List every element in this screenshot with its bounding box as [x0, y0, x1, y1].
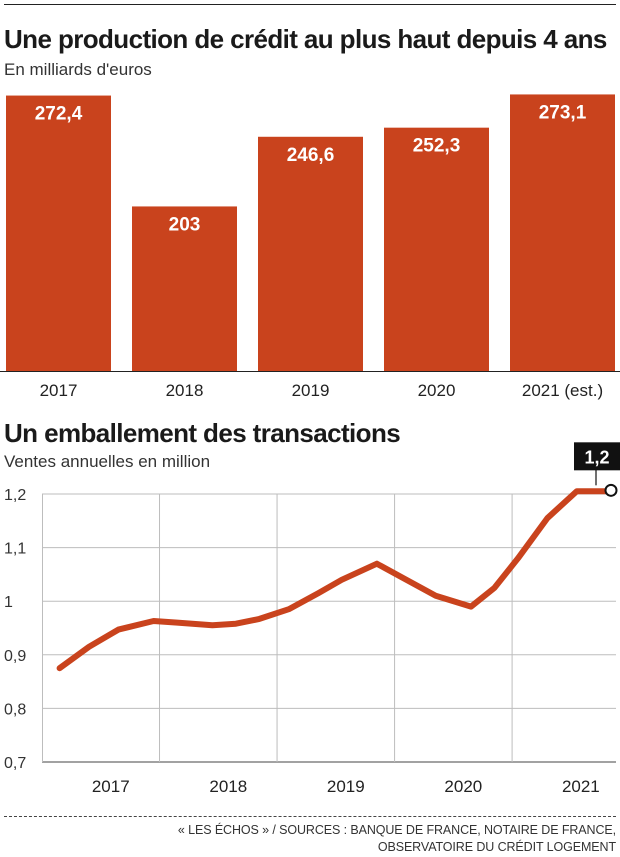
bar-category-label: 2019	[292, 381, 330, 400]
bar-category-label: 2021 (est.)	[522, 381, 603, 400]
bar-value-label: 203	[169, 214, 201, 235]
x-tick-label: 2020	[444, 777, 482, 796]
bar-value-label: 252,3	[413, 136, 461, 157]
bar-2019	[258, 136, 363, 371]
bar-value-label: 273,1	[539, 102, 587, 123]
y-tick-label: 1	[4, 594, 13, 611]
bar-2020	[384, 127, 489, 372]
line-chart: 0,7 0,8 0,9 1 1,1 1,2 2017 2018 2019 2020 2021 1,2	[4, 442, 620, 796]
y-tick-label: 0,8	[4, 701, 26, 718]
x-tick-label: 2017	[92, 777, 130, 796]
bar-2021 (est.)	[510, 94, 615, 371]
bar-category-label: 2017	[40, 381, 78, 400]
line-chart-title: Un emballement des transactions	[4, 418, 401, 448]
bar-value-label: 272,4	[35, 104, 83, 125]
bar-2017	[6, 95, 111, 371]
bar-chart: 272,4 2017 203 2018 246,6 2019 252,3 2020 273,1 2…	[0, 94, 620, 400]
y-tick-label: 1,2	[4, 487, 26, 504]
bar-chart-subtitle: En milliards d'euros	[4, 60, 152, 79]
bar-category-label: 2020	[418, 381, 456, 400]
top-rule	[4, 4, 616, 5]
source-line-2: OBSERVATOIRE DU CRÉDIT LOGEMENT	[377, 840, 616, 854]
footer-divider	[4, 816, 616, 817]
x-tick-label: 2018	[209, 777, 247, 796]
transactions-line	[56, 488, 615, 672]
callout-box	[574, 442, 620, 471]
y-tick-label: 0,7	[4, 755, 26, 772]
y-tick-label: 1,1	[4, 541, 26, 558]
line-chart-subtitle: Ventes annuelles en million	[4, 452, 211, 471]
y-tick-label: 0,9	[4, 648, 26, 665]
x-tick-label: 2019	[327, 777, 365, 796]
bar-category-label: 2018	[166, 381, 204, 400]
bar-value-label: 246,6	[287, 145, 335, 166]
x-tick-label: 2021	[562, 777, 600, 796]
bar-2018	[132, 206, 237, 371]
end-point-marker	[604, 483, 618, 497]
bar-chart-title: Une production de crédit au plus haut de…	[4, 24, 607, 54]
source-line-1: « LES ÉCHOS » / SOURCES : BANQUE DE FRAN…	[177, 823, 616, 837]
callout-value-label: 1,2	[584, 447, 609, 467]
